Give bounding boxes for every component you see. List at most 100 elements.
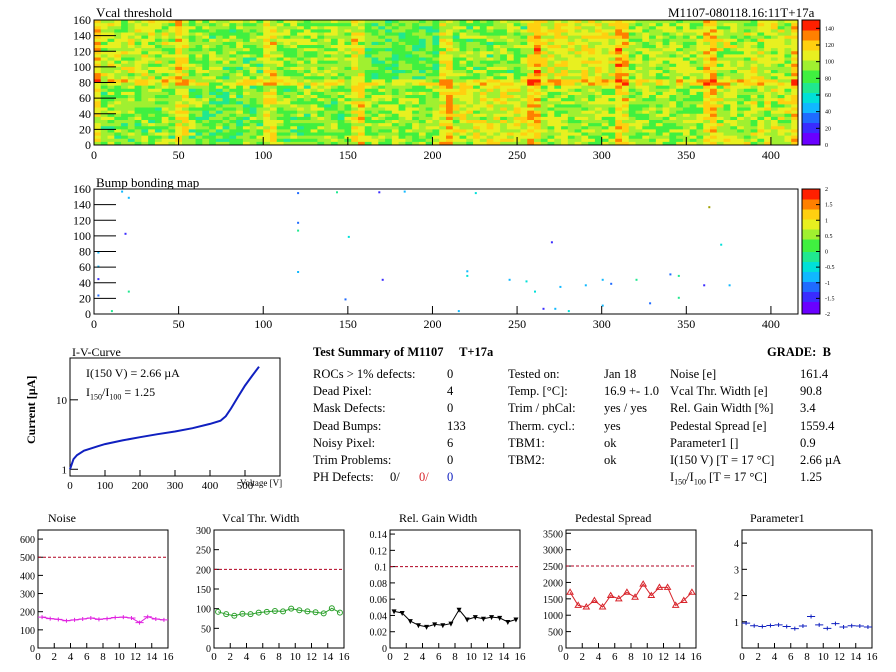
vcal-map-colorbar-band-36	[802, 52, 820, 56]
gain-width-ytick-label-2: 0.04	[370, 611, 388, 622]
noise-point-12	[135, 620, 144, 625]
vcal-width-point-15	[336, 609, 343, 616]
vcal-width-xtick-label-4: 8	[276, 651, 282, 663]
pedestal-point-6	[614, 594, 623, 602]
vcal-map-colorbar-band-24	[802, 82, 820, 86]
iv-ytick-label-1: 10	[56, 395, 68, 407]
parameter1-point-2	[758, 624, 767, 629]
summary-defect-row-1-value: 4	[447, 384, 454, 399]
vcal-map-colorbar-band-4	[802, 132, 820, 136]
vcal-map-colorbar-band-18	[802, 97, 820, 101]
vcal-width-point-6	[263, 608, 270, 615]
vcal-map-colorbar-band-1	[802, 140, 820, 143]
bump-map-colorbar-band-47	[802, 194, 820, 197]
vcal-map-colorbar-band-29	[802, 70, 820, 73]
vcal-map-colorbar-band-32	[802, 62, 820, 66]
vcal-map-colorbar-band-46	[802, 27, 820, 31]
summary-defect-row-4-label: Noisy Pixel:	[313, 435, 376, 450]
parameter1-point-11	[831, 621, 840, 626]
bump-map-ytick-label-3: 60	[79, 260, 91, 274]
noise-point-3	[62, 618, 71, 623]
bump-map-colorbar-label-3: -0.5	[825, 265, 835, 271]
summary-defect-row-5-value: 0	[447, 453, 454, 467]
vcal-map-colorbar-label-4: 80	[825, 76, 831, 82]
summary-condition-row-3-value: yes	[604, 418, 621, 433]
gain-width-xtick-label-1: 2	[404, 651, 410, 663]
summary-condition-row-2-label: Trim / phCal:	[508, 401, 576, 416]
vcal-map-colorbar-band-33	[802, 60, 820, 63]
bump-map-colorbar-label-4: 0	[825, 250, 828, 256]
parameter1-point-6	[790, 626, 799, 631]
bump-map-colorbar-band-23	[802, 254, 820, 257]
vcal-width-xtick-label-3: 6	[260, 651, 266, 663]
summary-result-row-0-value: 161.4	[800, 367, 829, 381]
summary-result-row-5-label: I(150 V) [T = 17 °C]	[670, 453, 775, 467]
module-id-title: M1107-080118.16:11T+17a	[668, 5, 815, 20]
bump-map-xtick-label-6: 300	[593, 317, 611, 330]
bump-map-xtick-label-3: 150	[339, 317, 357, 330]
vcal-width-point-0	[215, 608, 222, 615]
parameter1-ytick-label-0: 1	[734, 618, 739, 629]
vcal-width-series-line	[217, 607, 341, 617]
vcal-map-ytick-label-5: 100	[73, 60, 91, 74]
vcal-map-xtick-label-0: 0	[91, 148, 97, 162]
summary-defect-row-0-label: ROCs > 1% defects:	[313, 367, 416, 381]
bump-map-ytick-label-7: 140	[73, 198, 91, 212]
noise-point-14	[151, 616, 160, 621]
bump-map-colorbar-band-11	[802, 284, 820, 287]
pedestal-point-3	[590, 596, 599, 603]
iv-annotation-ratio: I150/I100 = 1.25	[86, 385, 156, 402]
vcal-map-frame	[93, 19, 799, 146]
gain-width-ytick-label-0: 0	[382, 644, 387, 655]
bump-map-ytick-label-2: 40	[79, 276, 91, 290]
pedestal-point-2	[582, 603, 591, 610]
pedestal-plot: 0 2 4 6 8 10 12 14 16050010001500200025003000350…	[543, 529, 702, 663]
parameter1-point-7	[798, 623, 807, 628]
noise-ytick-label-6: 600	[20, 535, 35, 546]
summary-result-row-5-value: 2.66 µA	[800, 453, 842, 467]
summary-result-row-3-value: 1559.4	[800, 418, 835, 433]
gain-width-point-13	[497, 615, 503, 621]
vcal-width-xtick-label-2: 4	[244, 651, 250, 663]
noise-point-11	[127, 616, 136, 621]
iv-series-line	[69, 366, 260, 470]
noise-point-1	[46, 616, 55, 621]
bump-map-title: Bump bonding map	[96, 175, 200, 190]
bump-map-colorbar-band-46	[802, 196, 820, 200]
noise-xtick-label-3: 6	[84, 651, 90, 663]
bump-map-colorbar-band-24	[802, 251, 820, 255]
parameter1-point-5	[782, 624, 791, 629]
vcal-map-colorbar-band-34	[802, 57, 820, 61]
noise-point-10	[119, 615, 128, 620]
pedestal-point-7	[623, 588, 631, 595]
bump-map-colorbar-label-8: 2	[825, 187, 828, 193]
noise-frame	[37, 529, 169, 649]
bump-map-ytick-label-6: 120	[73, 213, 91, 227]
bump-map-colorbar-band-39	[802, 214, 820, 217]
parameter1-point-12	[839, 625, 848, 630]
parameter1-point-3	[766, 623, 775, 628]
vcal-map-colorbar-band-35	[802, 55, 820, 58]
bump-map-colorbar-band-25	[802, 249, 820, 252]
bump-map-colorbar-band-37	[802, 219, 820, 222]
heatmap-title: Vcal threshold	[96, 5, 173, 20]
pedestal-ytick-label-3: 1500	[543, 595, 563, 606]
vcal-map-ytick-label-3: 60	[79, 91, 91, 105]
bump-map-colorbar-band-36	[802, 221, 820, 225]
gain-width-xtick-label-2: 4	[420, 651, 426, 663]
vcal-map-colorbar-band-7	[802, 125, 820, 128]
summary-condition-row-1-value: 16.9 +- 1.0	[604, 384, 659, 399]
bump-map-colorbar-label-5: 0.5	[825, 234, 833, 240]
parameter1-xtick-label-1: 2	[756, 651, 762, 663]
noise-point-15	[159, 617, 168, 622]
ph-defects-value-1: 0/	[390, 470, 400, 484]
bump-map-colorbar-band-9	[802, 289, 820, 292]
vcal-map-colorbar-band-44	[802, 32, 820, 36]
noise-point-8	[103, 616, 112, 621]
parameter1-xtick-label-4: 8	[804, 651, 810, 663]
bump-map-colorbar-label-0: -2	[825, 312, 830, 318]
gain-width-xtick-label-5: 10	[466, 651, 478, 663]
bump-map-frame	[93, 188, 799, 315]
vcal-width-ytick-label-4: 200	[196, 565, 211, 576]
